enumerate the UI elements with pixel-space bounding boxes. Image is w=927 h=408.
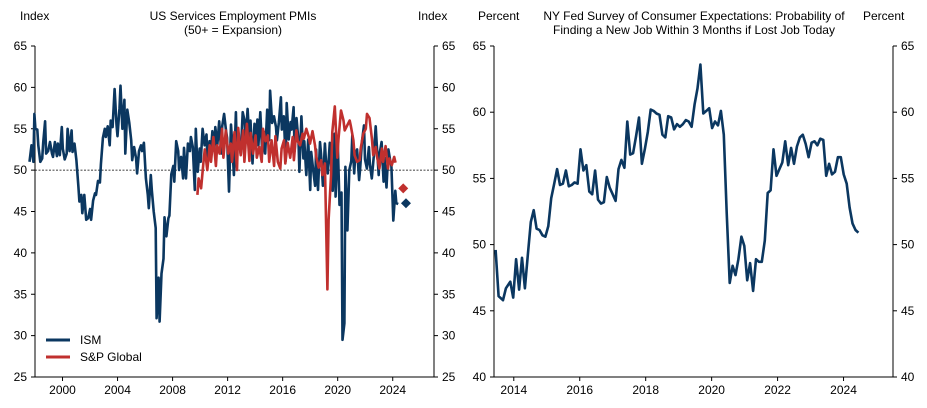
left-chart-left-unit: Index bbox=[20, 9, 49, 23]
right-chart-ytick-label-right: 45 bbox=[901, 304, 915, 318]
right-chart-ytick-label-left: 60 bbox=[473, 105, 487, 119]
left-chart-xtick-label: 2024 bbox=[379, 383, 406, 397]
right-chart-xtick-label: 2016 bbox=[566, 383, 593, 397]
left-chart-ytick-label-left: 45 bbox=[14, 205, 28, 219]
left-chart-xtick-label: 2016 bbox=[269, 383, 296, 397]
left-chart-xtick-label: 2012 bbox=[214, 383, 241, 397]
left-chart-ytick-label-right: 30 bbox=[442, 329, 456, 343]
left-chart-series-s-p-global-marker bbox=[398, 183, 409, 194]
left-chart-ytick-label-left: 40 bbox=[14, 246, 28, 260]
left-chart-subtitle: (50+ = Expansion) bbox=[184, 23, 282, 37]
left-chart-ytick-label-right: 35 bbox=[442, 287, 456, 301]
right-chart-title: NY Fed Survey of Consumer Expectations: … bbox=[543, 9, 845, 23]
right-chart-xtick-label: 2020 bbox=[698, 383, 725, 397]
left-chart-ytick-label-left: 35 bbox=[14, 287, 28, 301]
left-chart-ytick-label-left: 25 bbox=[14, 370, 28, 384]
left-chart-ytick-label-left: 60 bbox=[14, 80, 28, 94]
left-chart-ytick-label-left: 30 bbox=[14, 329, 28, 343]
right-chart-right-unit: Percent bbox=[863, 9, 905, 23]
right-chart-ytick-label-right: 60 bbox=[901, 105, 915, 119]
right-chart-xtick-label: 2014 bbox=[500, 383, 527, 397]
right-chart-xtick-label: 2024 bbox=[830, 383, 857, 397]
right-chart-ytick-label-left: 40 bbox=[473, 370, 487, 384]
right-chart-xtick-label: 2018 bbox=[632, 383, 659, 397]
left-chart-series-s-p-global-line bbox=[196, 105, 397, 291]
right-chart-ytick-label-left: 65 bbox=[473, 39, 487, 53]
left-chart-ytick-label-right: 50 bbox=[442, 163, 456, 177]
left-chart-ytick-label-right: 25 bbox=[442, 370, 456, 384]
left-chart-xtick-label: 2004 bbox=[104, 383, 131, 397]
right-chart-ytick-label-right: 65 bbox=[901, 39, 915, 53]
right-chart-ytick-label-left: 50 bbox=[473, 238, 487, 252]
left-chart-xtick-label: 2020 bbox=[324, 383, 351, 397]
left-chart-ytick-label-right: 45 bbox=[442, 205, 456, 219]
left-chart-ytick-label-left: 65 bbox=[14, 39, 28, 53]
left-chart-ytick-label-right: 60 bbox=[442, 80, 456, 94]
right-chart-xtick-label: 2022 bbox=[764, 383, 791, 397]
legend-label-ism: ISM bbox=[80, 333, 101, 347]
legend-label-sp-global: S&P Global bbox=[80, 350, 142, 364]
right-chart-ytick-label-left: 45 bbox=[473, 304, 487, 318]
left-chart-ytick-label-left: 55 bbox=[14, 122, 28, 136]
left-chart-right-unit: Index bbox=[418, 9, 447, 23]
left-chart-ytick-label-right: 55 bbox=[442, 122, 456, 136]
left-chart-ytick-label-left: 50 bbox=[14, 163, 28, 177]
left-chart-title: US Services Employment PMIs bbox=[150, 9, 317, 23]
right-chart-series-probability-of-finding-a-new-job-line bbox=[494, 63, 860, 302]
right-chart-left-unit: Percent bbox=[478, 9, 520, 23]
left-chart-ytick-label-right: 65 bbox=[442, 39, 456, 53]
left-chart-xtick-label: 2000 bbox=[49, 383, 76, 397]
left-chart-legend: ISM S&P Global bbox=[46, 333, 142, 364]
right-chart-ytick-label-right: 50 bbox=[901, 238, 915, 252]
right-chart-ytick-label-left: 55 bbox=[473, 171, 487, 185]
right-chart-ytick-label-right: 55 bbox=[901, 171, 915, 185]
right-chart-ytick-label-right: 40 bbox=[901, 370, 915, 384]
left-chart-xtick-label: 2008 bbox=[159, 383, 186, 397]
left-chart-series-ism-marker bbox=[400, 198, 411, 209]
right-chart-subtitle: Finding a New Job Within 3 Months if Los… bbox=[553, 23, 835, 37]
left-chart-ytick-label-right: 40 bbox=[442, 246, 456, 260]
